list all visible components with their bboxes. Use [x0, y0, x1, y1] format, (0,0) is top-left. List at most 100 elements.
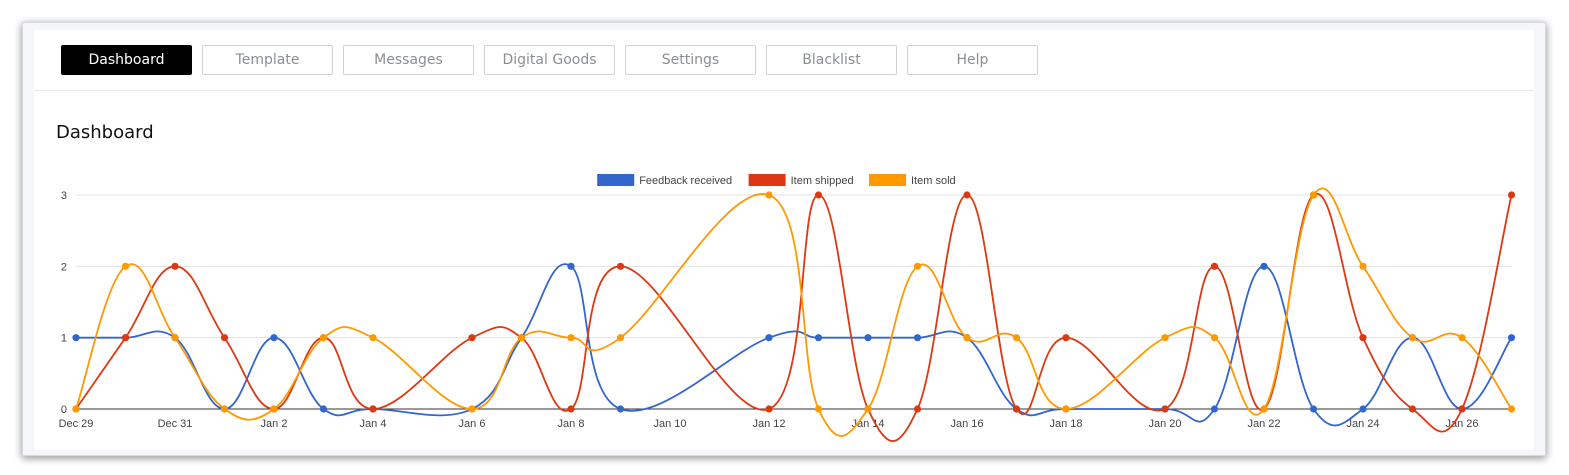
series-point-0	[864, 334, 872, 342]
series-points	[72, 191, 1516, 413]
series-point-2	[270, 405, 278, 413]
series-point-2	[765, 191, 773, 199]
page-title: Dashboard	[56, 122, 154, 143]
series-line-1	[75, 192, 1513, 442]
tab-bar: Dashboard Template Messages Digital Good…	[34, 30, 1534, 91]
series-point-0	[270, 334, 278, 342]
y-tick-label: 1	[61, 333, 67, 345]
series-point-1	[121, 334, 130, 342]
legend-label-0: Feedback received	[639, 175, 732, 187]
series-point-1	[369, 405, 377, 413]
x-tick-label: Jan 18	[1049, 418, 1082, 430]
series-point-1	[567, 405, 575, 413]
series-point-2	[1062, 405, 1070, 413]
x-tick-label: Jan 4	[360, 418, 387, 430]
series-point-2	[814, 405, 823, 413]
x-tick-label: Dec 31	[158, 418, 193, 430]
series-point-2	[171, 334, 179, 342]
series-point-0	[1359, 405, 1367, 413]
series-point-0	[72, 334, 80, 342]
series-line-2	[75, 187, 1513, 437]
legend-swatch-2	[869, 174, 906, 186]
series-point-2	[468, 405, 476, 413]
x-tick-label: Dec 29	[59, 418, 94, 430]
y-tick-label: 3	[61, 190, 67, 202]
x-tick-label: Jan 20	[1148, 418, 1181, 430]
series-point-1	[963, 191, 971, 199]
series-point-0	[765, 334, 773, 342]
series-point-1	[468, 334, 476, 342]
series-lines	[75, 187, 1513, 442]
legend-swatch-0	[597, 174, 635, 186]
y-tick-label: 0	[61, 404, 67, 416]
series-point-0	[913, 334, 922, 342]
chart-grid	[76, 194, 1512, 410]
legend-label-1: Item shipped	[791, 175, 854, 187]
tab-digital-goods[interactable]: Digital Goods	[484, 45, 615, 75]
tab-template[interactable]: Template	[202, 45, 333, 75]
chart-legend: Feedback received Item shipped Item sold	[597, 174, 956, 187]
y-tick-label: 2	[61, 261, 67, 273]
series-point-0	[567, 262, 575, 270]
series-point-1	[1062, 334, 1070, 342]
series-point-2	[864, 405, 872, 413]
tab-dashboard[interactable]: Dashboard	[61, 45, 192, 75]
series-point-1	[1408, 405, 1417, 413]
series-point-2	[1309, 191, 1318, 199]
x-axis-ticks: Dec 29 Dec 31 Jan 2 Jan 4 Jan 6 Jan 8 Jan 10 Ja…	[59, 418, 1479, 430]
x-tick-label: Jan 26	[1445, 418, 1478, 430]
legend-label-2: Item sold	[911, 175, 956, 187]
series-point-2	[121, 262, 130, 270]
tab-settings[interactable]: Settings	[625, 45, 756, 75]
x-tick-label: Jan 24	[1346, 418, 1379, 430]
series-point-0	[1507, 334, 1516, 342]
series-point-1	[1210, 262, 1219, 270]
y-axis-ticks: 0 1 2 3	[61, 190, 67, 416]
series-point-2	[913, 262, 922, 270]
x-tick-label: Jan 8	[558, 418, 585, 430]
series-point-2	[963, 334, 971, 342]
main-panel: Dashboard Template Messages Digital Good…	[34, 30, 1534, 450]
series-line-0	[75, 263, 1513, 427]
series-point-0	[319, 405, 328, 413]
series-point-2	[1260, 405, 1268, 413]
series-point-2	[1359, 262, 1367, 270]
series-point-0	[1309, 405, 1318, 413]
tab-messages[interactable]: Messages	[343, 45, 474, 75]
series-point-0	[1210, 405, 1219, 413]
x-tick-label: Jan 12	[752, 418, 785, 430]
series-point-1	[1458, 405, 1466, 413]
tab-help[interactable]: Help	[907, 45, 1038, 75]
series-point-2	[319, 334, 328, 342]
series-point-2	[1507, 405, 1516, 413]
x-tick-label: Jan 6	[459, 418, 486, 430]
series-point-2	[567, 334, 575, 342]
series-point-1	[765, 405, 773, 413]
series-point-1	[1161, 405, 1169, 413]
series-point-2	[1161, 334, 1169, 342]
series-point-0	[1260, 262, 1268, 270]
series-point-1	[220, 334, 229, 342]
series-point-2	[1408, 334, 1417, 342]
series-point-0	[814, 334, 823, 342]
x-tick-label: Jan 10	[653, 418, 686, 430]
series-point-1	[814, 191, 823, 199]
legend-swatch-1	[748, 174, 786, 186]
series-point-1	[171, 262, 179, 270]
series-point-1	[616, 262, 625, 270]
x-tick-label: Jan 16	[950, 418, 983, 430]
tab-blacklist[interactable]: Blacklist	[766, 45, 897, 75]
series-point-2	[616, 334, 625, 342]
series-point-2	[369, 334, 377, 342]
series-point-2	[517, 334, 526, 342]
x-tick-label: Jan 22	[1247, 418, 1280, 430]
x-tick-label: Jan 2	[261, 418, 288, 430]
series-point-1	[1507, 191, 1516, 199]
series-point-2	[1210, 334, 1219, 342]
series-point-0	[616, 405, 625, 413]
series-point-2	[1458, 334, 1466, 342]
series-point-1	[1359, 334, 1367, 342]
series-point-1	[1012, 405, 1021, 413]
series-point-2	[220, 405, 229, 413]
